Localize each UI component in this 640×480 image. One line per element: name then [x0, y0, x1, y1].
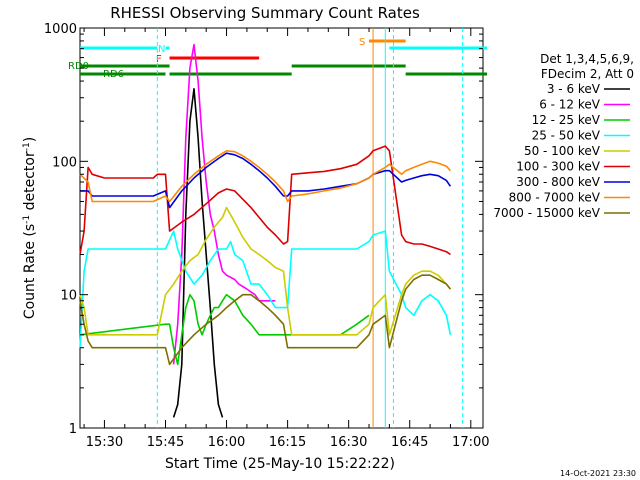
legend-entry-label: 3 - 6 keV [547, 82, 601, 96]
state-label-rd6: RD6 [103, 69, 124, 80]
x-axis-label: Start Time (25-May-10 15:22:22) [165, 456, 395, 472]
legend-entry-label: 7000 - 15000 keV [493, 206, 600, 220]
y-tick-label: 1 [69, 422, 77, 437]
legend-entry-label: 6 - 12 keV [539, 98, 601, 112]
series-line [80, 152, 452, 209]
y-axis-label: Count Rate (s-1 detector-1) [22, 137, 38, 319]
legend-entry-label: 100 - 300 keV [516, 160, 600, 174]
series-line [79, 145, 451, 256]
series-line [79, 150, 451, 203]
chart-title: RHESSI Observing Summary Count Rates [110, 4, 420, 22]
series-line [172, 88, 224, 418]
x-tick-label: 16:30 [330, 435, 367, 450]
legend-header-line-2: FDecim 2, Att 0 [541, 67, 634, 81]
series-group [79, 43, 452, 418]
series-line [79, 274, 452, 366]
state-bars: NF S RD0 RD6 [68, 37, 488, 80]
x-tick-label: 16:45 [391, 435, 428, 450]
legend-entry-label: 25 - 50 keV [532, 129, 601, 143]
legend-entry-label: 12 - 25 keV [532, 113, 601, 127]
axis-ticks: 15:30 15:45 16:00 16:15 16:30 16:45 17:00 1 10 10… [44, 22, 490, 450]
state-label-n: N [158, 44, 165, 55]
y-tick-label: 100 [52, 155, 77, 170]
legend-entry-label: 800 - 7000 keV [509, 191, 601, 205]
x-tick-label: 15:45 [147, 435, 184, 450]
x-tick-label: 17:00 [452, 435, 489, 450]
series-line [79, 206, 452, 336]
legend-entry-label: 300 - 800 keV [516, 175, 600, 189]
state-label-rd0: RD0 [68, 61, 89, 72]
state-label-s: S [359, 37, 365, 48]
x-tick-label: 16:00 [208, 435, 245, 450]
series-line [79, 230, 452, 348]
state-label-f: F [156, 54, 162, 65]
series-line [172, 43, 276, 365]
footer-timestamp: 14-Oct-2021 23:30 [560, 469, 636, 478]
legend-entry-label: 50 - 100 keV [524, 144, 601, 158]
legend: Det 1,3,4,5,6,9, FDecim 2, Att 0 3 - 6 k… [493, 52, 634, 220]
plot-frame [79, 27, 484, 429]
y-tick-label: 10 [60, 289, 77, 304]
x-tick-label: 15:30 [86, 435, 123, 450]
attenuator-lines [156, 28, 464, 428]
x-tick-label: 16:15 [269, 435, 306, 450]
legend-header-line-1: Det 1,3,4,5,6,9, [540, 52, 634, 66]
series-line [79, 293, 370, 366]
y-tick-label: 1000 [44, 22, 77, 37]
